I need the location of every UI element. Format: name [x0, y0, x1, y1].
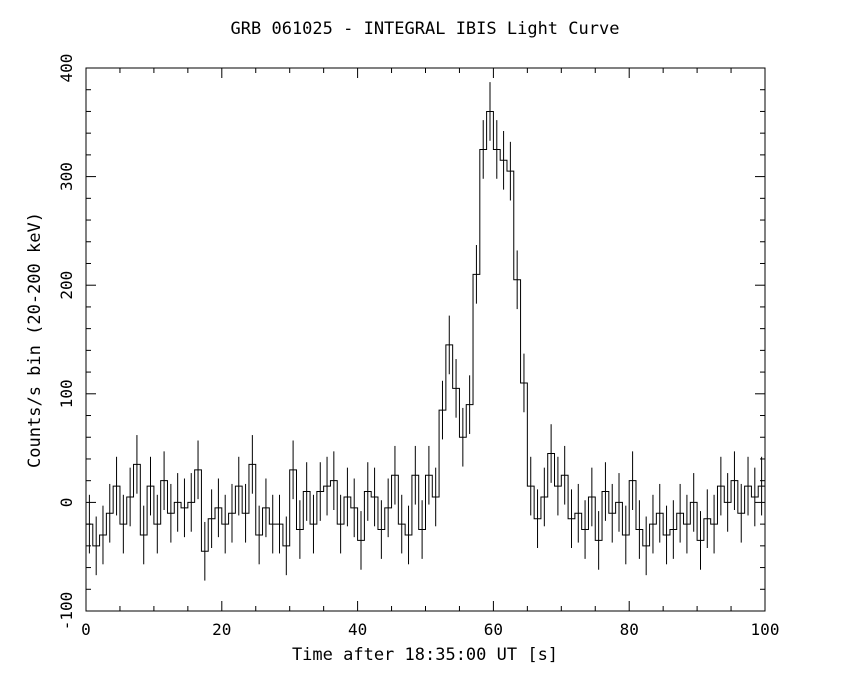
chart-title: GRB 061025 - INTEGRAL IBIS Light Curve [231, 19, 620, 39]
y-tick-label: 0 [57, 498, 76, 508]
axis-ticks [85, 67, 766, 612]
tick-labels: 0 20 40 60 80 100 -100 0 100 200 300 400 [57, 54, 779, 639]
x-tick-label: 0 [81, 620, 91, 639]
x-tick-label: 60 [484, 620, 503, 639]
y-tick-label: 100 [57, 379, 76, 408]
y-tick-label: 200 [57, 271, 76, 300]
x-tick-label: 80 [620, 620, 639, 639]
x-axis-label: Time after 18:35:00 UT [s] [292, 645, 558, 665]
y-axis-label: Counts/s bin (20-200 keV) [25, 212, 45, 468]
x-tick-label: 100 [751, 620, 780, 639]
x-tick-label: 20 [212, 620, 231, 639]
y-tick-label: 300 [57, 162, 76, 191]
y-tick-label: 400 [57, 54, 76, 83]
light-curve-histogram [86, 110, 765, 552]
y-tick-label: -100 [57, 592, 76, 631]
x-tick-label: 40 [348, 620, 367, 639]
